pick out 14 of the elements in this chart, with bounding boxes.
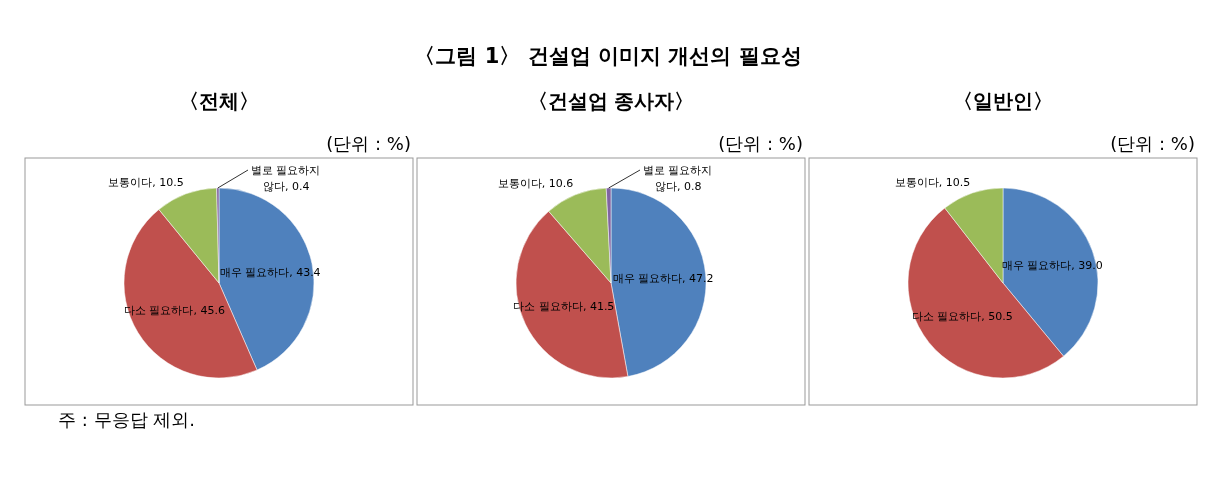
text: (단위 : %) xyxy=(1110,133,1195,154)
slice-label: 보통이다, 10.5 xyxy=(108,176,184,190)
text: (단위 : %) xyxy=(718,133,803,154)
slice-label: 다소 필요하다, 50.5 xyxy=(911,309,1013,323)
chart-title: 〈일반인〉 xyxy=(953,89,1053,113)
slice-label: 보통이다, 10.6 xyxy=(497,177,574,191)
chart-title: 〈건설업 종사자〉 xyxy=(527,89,695,113)
slice-label: 별로 필요하지 않다, 0.4 xyxy=(251,164,321,193)
chart-title: 〈전체〉 xyxy=(179,89,259,113)
text: (단위 : %) xyxy=(326,133,411,154)
text: 〈그림 1〉 건설업 이미지 개선의 필요성 xyxy=(414,44,802,68)
slice-label: 보통이다, 10.5 xyxy=(894,175,971,189)
text: 주 : 무응답 제외. xyxy=(58,409,195,430)
slice-label: 별로 필요하지 않다, 0.8 xyxy=(643,164,713,193)
